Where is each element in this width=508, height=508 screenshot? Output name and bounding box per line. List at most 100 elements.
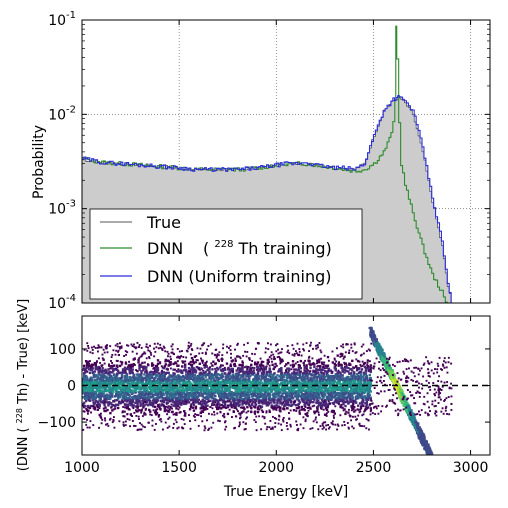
heatmap-cell	[169, 405, 172, 409]
heatmap-cell	[194, 388, 198, 392]
heatmap-cell	[313, 389, 316, 393]
heatmap-cell	[288, 395, 292, 398]
heatmap-cell	[146, 387, 149, 390]
heatmap-cell	[312, 400, 315, 404]
heatmap-cell	[169, 355, 172, 358]
heatmap-cell	[91, 363, 95, 367]
heatmap-cell	[264, 375, 268, 379]
heatmap-cell	[174, 390, 177, 393]
heatmap-cell	[317, 360, 319, 363]
heatmap-cell	[230, 385, 234, 388]
heatmap-cell	[216, 402, 219, 405]
heatmap-cell	[218, 420, 221, 423]
heatmap-cell	[289, 364, 292, 367]
heatmap-cell	[317, 346, 319, 349]
heatmap-cell	[177, 405, 180, 408]
heatmap-cell	[109, 417, 112, 420]
heatmap-cell	[138, 428, 141, 431]
heatmap-cell	[126, 403, 130, 406]
heatmap-cell	[310, 400, 313, 404]
heatmap-cell	[295, 372, 299, 375]
heatmap-cell	[142, 386, 145, 389]
heatmap-cell	[160, 420, 163, 423]
heatmap-cell	[116, 369, 120, 373]
heatmap-cell	[94, 390, 98, 394]
heatmap-cell	[299, 389, 302, 392]
heatmap-cell	[292, 347, 295, 350]
heatmap-cell	[147, 349, 150, 352]
heatmap-cell	[130, 385, 133, 389]
tick-exponent: -2	[66, 104, 76, 115]
heatmap-cell	[148, 350, 151, 353]
heatmap-cell	[142, 400, 145, 404]
heatmap-cell	[159, 391, 163, 394]
heatmap-cell	[326, 364, 330, 367]
heatmap-cell	[114, 344, 117, 347]
heatmap-cell	[84, 386, 88, 390]
heatmap-cell	[302, 386, 305, 389]
heatmap-cell	[283, 408, 286, 411]
heatmap-cell	[319, 349, 322, 352]
heatmap-cell	[241, 364, 244, 366]
heatmap-cell	[234, 426, 237, 429]
heatmap-cell	[92, 424, 95, 427]
heatmap-cell	[116, 364, 119, 367]
heatmap-cell	[272, 353, 275, 356]
heatmap-cell	[286, 345, 289, 347]
heatmap-cell	[87, 389, 91, 393]
heatmap-cell	[209, 399, 212, 403]
heatmap-cell	[213, 391, 216, 394]
heatmap-cell	[257, 342, 260, 345]
heatmap-cell	[127, 397, 131, 400]
heatmap-cell	[216, 385, 219, 389]
heatmap-cell	[320, 376, 323, 379]
heatmap-cell	[86, 379, 90, 382]
heatmap-cell	[111, 371, 114, 374]
tick-exponent: -1	[66, 10, 76, 21]
heatmap-cell	[314, 418, 317, 421]
heatmap-cell	[316, 408, 319, 411]
heatmap-cell	[253, 419, 256, 421]
heatmap-cell	[306, 411, 309, 414]
heatmap-cell	[231, 386, 234, 389]
series-dnn-uniform-line	[82, 95, 452, 303]
heatmap-cell	[242, 401, 245, 405]
heatmap-cell	[204, 404, 207, 407]
heatmap-cell	[201, 374, 204, 377]
heatmap-cell	[231, 368, 234, 372]
heatmap-cell	[249, 374, 252, 378]
heatmap-cell	[223, 368, 227, 372]
heatmap-cell	[237, 366, 240, 370]
heatmap-cell	[114, 405, 117, 408]
heatmap-cell	[302, 399, 305, 402]
heatmap-cell	[216, 353, 219, 356]
heatmap-cell	[135, 352, 138, 355]
heatmap-cell	[110, 374, 113, 378]
heatmap-cell	[266, 390, 269, 394]
heatmap-cell	[142, 398, 145, 401]
heatmap-cell	[221, 369, 225, 373]
heatmap-cell	[191, 364, 193, 367]
heatmap-cell	[295, 352, 298, 355]
heatmap-cell	[325, 382, 329, 385]
legend: True DNN ( 228 Th training) DNN (Uniform…	[89, 208, 363, 300]
heatmap-cell	[268, 409, 271, 412]
heatmap-cell	[249, 400, 252, 403]
heatmap-cell	[155, 374, 159, 377]
heatmap-cell	[191, 349, 194, 351]
heatmap-cell	[153, 376, 157, 380]
heatmap-cell	[232, 401, 235, 405]
heatmap-cell	[201, 352, 204, 355]
heatmap-cell	[264, 347, 267, 350]
heatmap-cell	[270, 404, 273, 407]
heatmap-cell	[228, 385, 232, 389]
heatmap-cell	[150, 396, 153, 399]
heatmap-cell	[175, 413, 178, 416]
heatmap-cell	[256, 368, 259, 371]
heatmap-cell	[129, 390, 132, 394]
heatmap-cell	[156, 367, 160, 370]
heatmap-cell	[286, 361, 290, 365]
heatmap-cell	[206, 348, 209, 351]
heatmap-cell	[243, 377, 246, 380]
heatmap-cell	[150, 371, 153, 374]
